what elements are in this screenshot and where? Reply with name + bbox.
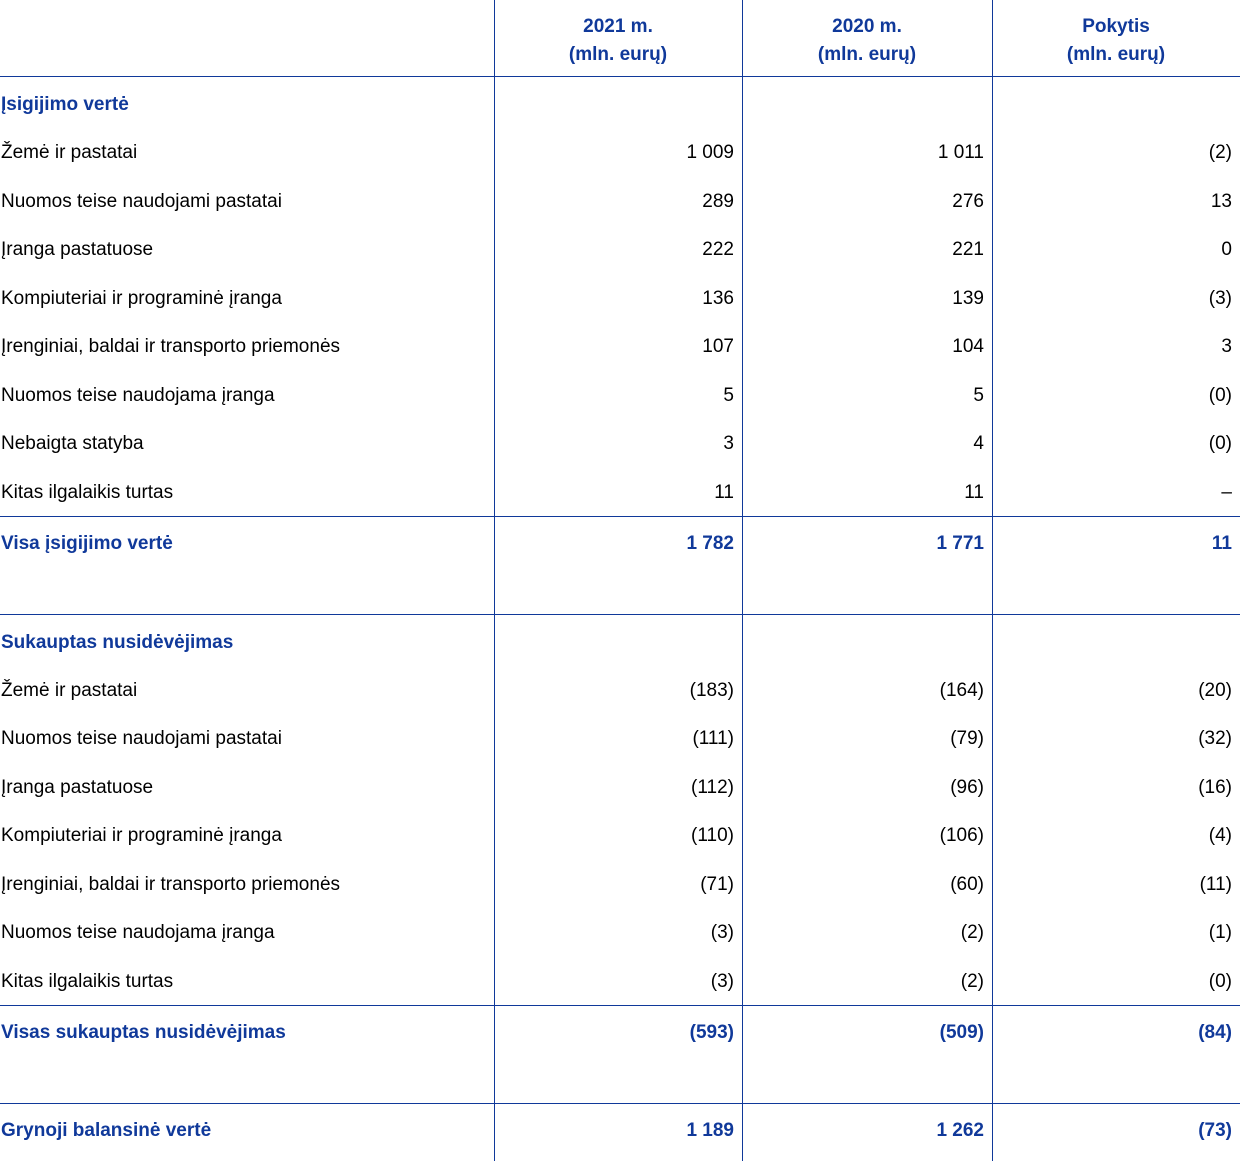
row-value: (11) — [1199, 873, 1232, 895]
row-value: (0) — [1208, 970, 1232, 992]
total-value: (84) — [1198, 1021, 1232, 1043]
section-rule — [0, 613, 1240, 615]
row-value: 289 — [702, 190, 734, 212]
section-rule — [0, 1102, 1240, 1104]
column-divider — [992, 0, 993, 1161]
net-total-value: (73) — [1198, 1119, 1232, 1141]
row-value: 0 — [1221, 239, 1232, 260]
section-title: Įsigijimo vertė — [1, 94, 129, 115]
row-value: (2) — [960, 970, 984, 992]
row-value: (3) — [1208, 287, 1232, 309]
section-title: Sukauptas nusidėvėjimas — [1, 631, 234, 653]
row-value: (4) — [1208, 825, 1232, 846]
total-label: Visas sukauptas nusidėvėjimas — [1, 1021, 286, 1043]
row-value: 3 — [723, 433, 734, 454]
row-value: 276 — [952, 190, 984, 212]
row-value: 107 — [702, 336, 734, 357]
row-label: Kompiuteriai ir programinė įranga — [1, 825, 282, 846]
net-total-label: Grynoji balansinė vertė — [1, 1119, 212, 1141]
row-label: Nuomos teise naudojama įranga — [1, 922, 275, 943]
row-label: Įranga pastatuose — [1, 239, 154, 260]
row-value: 1 009 — [686, 142, 734, 163]
row-value: (0) — [1208, 433, 1232, 454]
row-value: (164) — [939, 679, 984, 701]
row-value: (60) — [950, 873, 984, 895]
row-value: (110) — [691, 825, 734, 846]
column-unit: (mln. eurų) — [817, 44, 917, 65]
column-year: Pokytis — [1082, 16, 1150, 37]
column-divider — [494, 0, 495, 1161]
row-value: (183) — [689, 679, 734, 701]
row-value: (96) — [950, 776, 984, 798]
row-value: (106) — [939, 825, 984, 846]
row-value: (71) — [700, 873, 734, 895]
row-value: 5 — [973, 384, 984, 406]
row-label: Žemė ir pastatai — [1, 679, 138, 701]
total-value: 1 782 — [686, 532, 734, 554]
row-value: (111) — [692, 728, 734, 749]
row-value: 104 — [952, 336, 984, 357]
row-label: Kompiuteriai ir programinė įranga — [1, 287, 282, 309]
total-value: 1 771 — [936, 532, 984, 554]
total-rule — [0, 515, 1240, 517]
row-value: (32) — [1198, 728, 1232, 749]
row-value: (3) — [710, 970, 734, 992]
row-value: (0) — [1208, 384, 1232, 406]
net-total-value: 1 189 — [686, 1119, 734, 1141]
column-divider — [742, 0, 743, 1161]
row-label: Nebaigta statyba — [1, 433, 144, 454]
row-value: (2) — [1208, 142, 1232, 163]
total-value: (593) — [689, 1021, 734, 1043]
row-label: Nuomos teise naudojami pastatai — [1, 728, 282, 749]
row-value: – — [1221, 481, 1232, 503]
row-value: 13 — [1210, 190, 1232, 212]
row-label: Žemė ir pastatai — [1, 142, 138, 163]
row-label: Įrenginiai, baldai ir transporto priemon… — [1, 873, 341, 895]
row-value: 139 — [952, 287, 984, 309]
row-value: 11 — [714, 481, 734, 503]
total-label: Visa įsigijimo vertė — [1, 532, 173, 554]
row-value: 221 — [952, 239, 984, 260]
row-value: 1 011 — [937, 142, 984, 163]
total-value: (509) — [939, 1021, 984, 1043]
row-value: (1) — [1208, 922, 1232, 943]
row-value: 136 — [702, 287, 734, 309]
row-value: 222 — [702, 239, 734, 260]
row-value: (2) — [960, 922, 984, 943]
row-label: Nuomos teise naudojami pastatai — [1, 190, 282, 212]
row-value: (20) — [1198, 679, 1232, 701]
total-value: 11 — [1211, 532, 1232, 554]
row-value: 3 — [1221, 336, 1232, 357]
row-label: Kitas ilgalaikis turtas — [1, 970, 174, 992]
row-value: (112) — [691, 776, 734, 798]
column-year: 2021 m. — [583, 16, 653, 37]
column-unit: (mln. eurų) — [568, 44, 668, 65]
row-label: Kitas ilgalaikis turtas — [1, 481, 174, 503]
net-total-value: 1 262 — [936, 1119, 984, 1141]
row-value: (16) — [1198, 776, 1232, 798]
row-label: Įrenginiai, baldai ir transporto priemon… — [1, 336, 341, 357]
row-label: Nuomos teise naudojama įranga — [1, 384, 275, 406]
column-year: 2020 m. — [832, 16, 902, 37]
row-value: (79) — [950, 728, 984, 749]
row-value: 11 — [964, 481, 984, 503]
row-value: 4 — [973, 433, 984, 454]
header-rule — [0, 76, 1240, 77]
row-value: (3) — [710, 922, 734, 943]
row-label: Įranga pastatuose — [1, 776, 154, 798]
row-value: 5 — [723, 384, 734, 406]
column-unit: (mln. eurų) — [1066, 44, 1166, 65]
total-rule — [0, 1004, 1240, 1006]
